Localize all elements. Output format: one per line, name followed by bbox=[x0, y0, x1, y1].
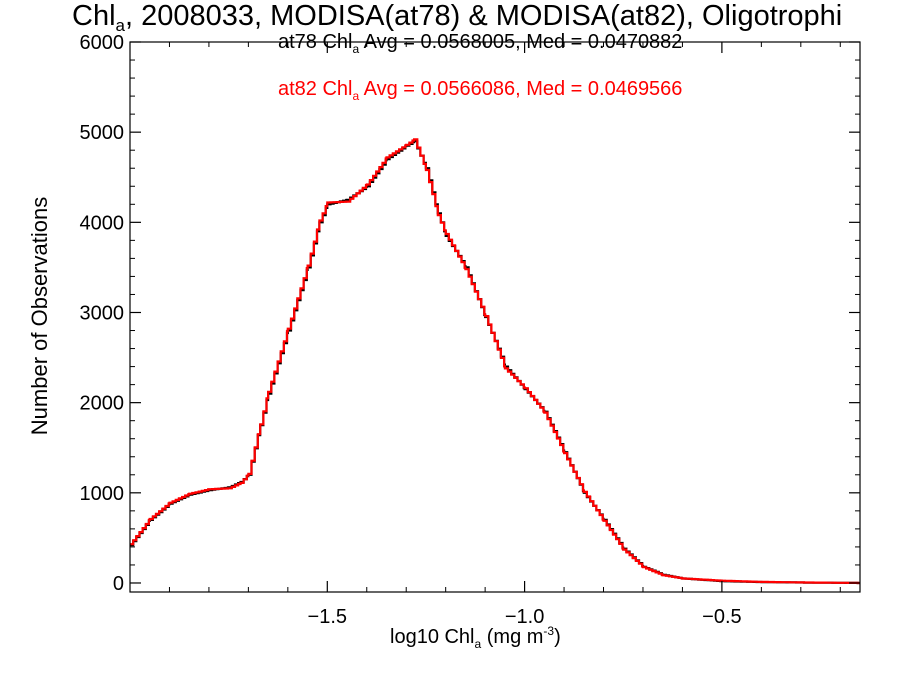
stats-line-at82-subscript: a bbox=[352, 89, 360, 103]
chart-title-prefix: Chl bbox=[72, 0, 116, 32]
x-axis-label: log10 Chla (mg m-3) bbox=[390, 624, 561, 651]
x-axis-label-subscript: a bbox=[474, 637, 482, 651]
x-tick-label: −1.5 bbox=[308, 606, 347, 628]
x-axis-label-end: ) bbox=[554, 626, 561, 648]
x-axis-label-superscript: -3 bbox=[543, 624, 555, 638]
stats-line-at82-prefix: at82 Chl bbox=[278, 78, 353, 100]
y-tick-label: 6000 bbox=[80, 32, 125, 54]
stats-line-at82: at82 Chla Avg = 0.0566086, Med = 0.04695… bbox=[278, 77, 683, 103]
x-axis-label-prefix: log10 Chl bbox=[390, 626, 475, 648]
chart-title-subscript: a bbox=[115, 16, 125, 35]
y-tick-label: 1000 bbox=[80, 483, 125, 505]
plot-frame bbox=[129, 41, 861, 593]
y-tick-label: 5000 bbox=[80, 122, 125, 144]
x-tick-label: −0.5 bbox=[702, 606, 741, 628]
stats-line-at78-subscript: a bbox=[352, 42, 360, 56]
stats-line-at82-rest: Avg = 0.0566086, Med = 0.0469566 bbox=[359, 78, 683, 100]
y-tick-label: 0 bbox=[113, 573, 124, 595]
chart-title: Chla, 2008033, MODISA(at78) & MODISA(at8… bbox=[72, 0, 842, 34]
y-tick-label: 2000 bbox=[80, 393, 125, 415]
series-line-at78 bbox=[130, 140, 860, 585]
series-line-at82 bbox=[130, 138, 860, 585]
y-tick-label: 4000 bbox=[80, 212, 125, 234]
x-axis-label-mid: (mg m bbox=[481, 626, 544, 648]
chart-title-rest: , 2008033, MODISA(at78) & MODISA(at82), … bbox=[124, 0, 843, 32]
y-tick-label: 3000 bbox=[80, 302, 125, 324]
x-tick-label: −1.0 bbox=[505, 606, 544, 628]
